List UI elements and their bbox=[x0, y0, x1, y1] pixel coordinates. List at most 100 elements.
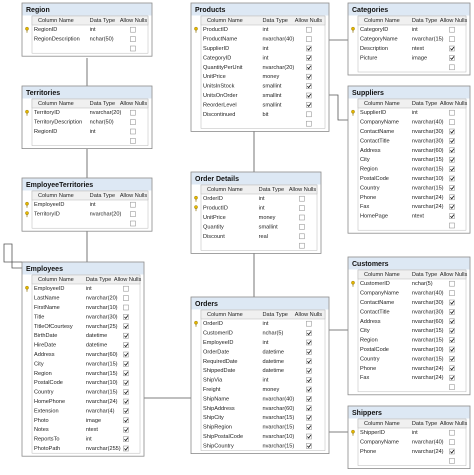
null-check bbox=[307, 397, 312, 402]
null-checkbox bbox=[306, 45, 312, 52]
table-title-bar bbox=[191, 3, 329, 16]
null-check bbox=[450, 148, 455, 153]
column-name: ShipCountry bbox=[203, 443, 234, 449]
header-column-name: Column Name bbox=[207, 187, 243, 193]
column-name: PostalCode bbox=[360, 176, 389, 182]
column-name: OrderID bbox=[203, 321, 223, 327]
column-name: ReportsTo bbox=[34, 437, 60, 443]
null-check bbox=[450, 139, 455, 144]
grid bbox=[357, 98, 467, 231]
null-checkbox bbox=[306, 367, 312, 374]
relationship bbox=[329, 94, 348, 121]
table-title: Order Details bbox=[195, 176, 239, 183]
table-title: Products bbox=[195, 7, 225, 14]
header-data-type: Data Type bbox=[412, 272, 437, 278]
data-type: ntext bbox=[412, 214, 425, 220]
data-type: datetime bbox=[86, 333, 107, 339]
header-allow-nulls: Allow Nulls bbox=[120, 193, 148, 199]
null-checkbox bbox=[306, 92, 312, 99]
column-name: EmployeeID bbox=[34, 202, 64, 208]
column-name: OrderDate bbox=[203, 349, 229, 355]
table: Suppliers Column Name Data Type Allow Nulls… bbox=[347, 85, 471, 234]
null-check bbox=[124, 324, 129, 329]
table: Orders Column Name Data Type Allow Nulls Ord… bbox=[190, 296, 330, 455]
data-type: nvarchar(10) bbox=[86, 305, 118, 311]
null-checkbox bbox=[299, 242, 305, 249]
data-type: nvarchar(15) bbox=[86, 390, 118, 396]
column-name: City bbox=[360, 157, 370, 163]
data-type: int bbox=[263, 55, 269, 61]
column-name: UnitsOnOrder bbox=[203, 93, 238, 99]
null-checkbox bbox=[449, 138, 455, 144]
column-name: Extension bbox=[34, 408, 59, 414]
data-type: nvarchar(15) bbox=[263, 443, 295, 449]
table: Territories Column Name Data Type Allow Nul… bbox=[21, 85, 153, 149]
data-type: nchar(50) bbox=[90, 120, 114, 126]
data-type: nvarchar(24) bbox=[86, 399, 118, 405]
column-name: ShipAddress bbox=[203, 406, 235, 412]
header-allow-nulls: Allow Nulls bbox=[440, 101, 468, 107]
null-checkbox bbox=[449, 337, 455, 343]
data-type: nvarchar(15) bbox=[263, 425, 295, 431]
column-name: ProductID bbox=[203, 27, 228, 33]
column-name: TitleOfCourtesy bbox=[34, 324, 73, 330]
data-type: nvarchar(30) bbox=[412, 309, 444, 315]
column-name: Fax bbox=[360, 375, 370, 381]
column-name: Title bbox=[34, 314, 44, 320]
null-checkbox bbox=[130, 26, 136, 33]
data-type: smallint bbox=[263, 102, 282, 108]
null-check bbox=[307, 331, 312, 336]
grid-header bbox=[357, 15, 467, 26]
data-type: smallint bbox=[259, 224, 278, 230]
null-checkbox bbox=[449, 26, 455, 33]
null-check bbox=[307, 93, 312, 98]
null-checkbox bbox=[449, 36, 455, 42]
data-type: datetime bbox=[263, 349, 284, 355]
null-check bbox=[124, 427, 129, 432]
data-type: int bbox=[86, 437, 92, 443]
table-title: Customers bbox=[352, 261, 389, 268]
null-checkbox bbox=[449, 290, 455, 296]
null-checkbox bbox=[449, 185, 455, 191]
column-name: Region bbox=[360, 167, 378, 173]
header-column-name: Column Name bbox=[364, 18, 400, 24]
data-type: nvarchar(40) bbox=[412, 120, 444, 126]
column-name: CategoryName bbox=[360, 37, 398, 43]
column-name: CompanyName bbox=[360, 291, 399, 297]
column-name: Quantity bbox=[203, 224, 224, 230]
null-checkbox bbox=[306, 396, 312, 402]
null-checkbox bbox=[123, 314, 129, 320]
null-checkbox bbox=[306, 83, 312, 89]
data-type: money bbox=[259, 215, 276, 221]
data-type: int bbox=[90, 27, 96, 33]
null-check bbox=[307, 74, 312, 79]
null-checkbox bbox=[449, 166, 455, 172]
null-checkbox bbox=[449, 45, 455, 52]
null-check bbox=[307, 387, 312, 392]
null-check bbox=[307, 103, 312, 108]
data-type: nvarchar(255) bbox=[86, 446, 121, 452]
header-data-type: Data Type bbox=[86, 277, 111, 283]
null-check bbox=[124, 446, 129, 451]
null-checkbox bbox=[123, 342, 129, 348]
column-name: SupplierID bbox=[203, 46, 229, 52]
data-type: nvarchar(10) bbox=[412, 176, 444, 182]
data-type: datetime bbox=[86, 343, 107, 349]
null-check bbox=[450, 347, 455, 352]
data-type: ntext bbox=[86, 427, 99, 433]
data-type: nvarchar(60) bbox=[412, 319, 444, 325]
null-checkbox bbox=[123, 426, 129, 433]
null-check bbox=[307, 378, 312, 383]
data-type: nvarchar(24) bbox=[412, 195, 444, 201]
header-column-name: Column Name bbox=[38, 277, 74, 283]
null-checkbox bbox=[306, 330, 312, 336]
null-checkbox bbox=[449, 374, 455, 381]
grid bbox=[357, 269, 467, 393]
column-name: ShippedDate bbox=[203, 368, 235, 374]
null-check bbox=[450, 338, 455, 343]
column-name: UnitPrice bbox=[203, 74, 226, 80]
null-checkbox bbox=[123, 295, 129, 301]
column-name: Region bbox=[34, 371, 52, 377]
